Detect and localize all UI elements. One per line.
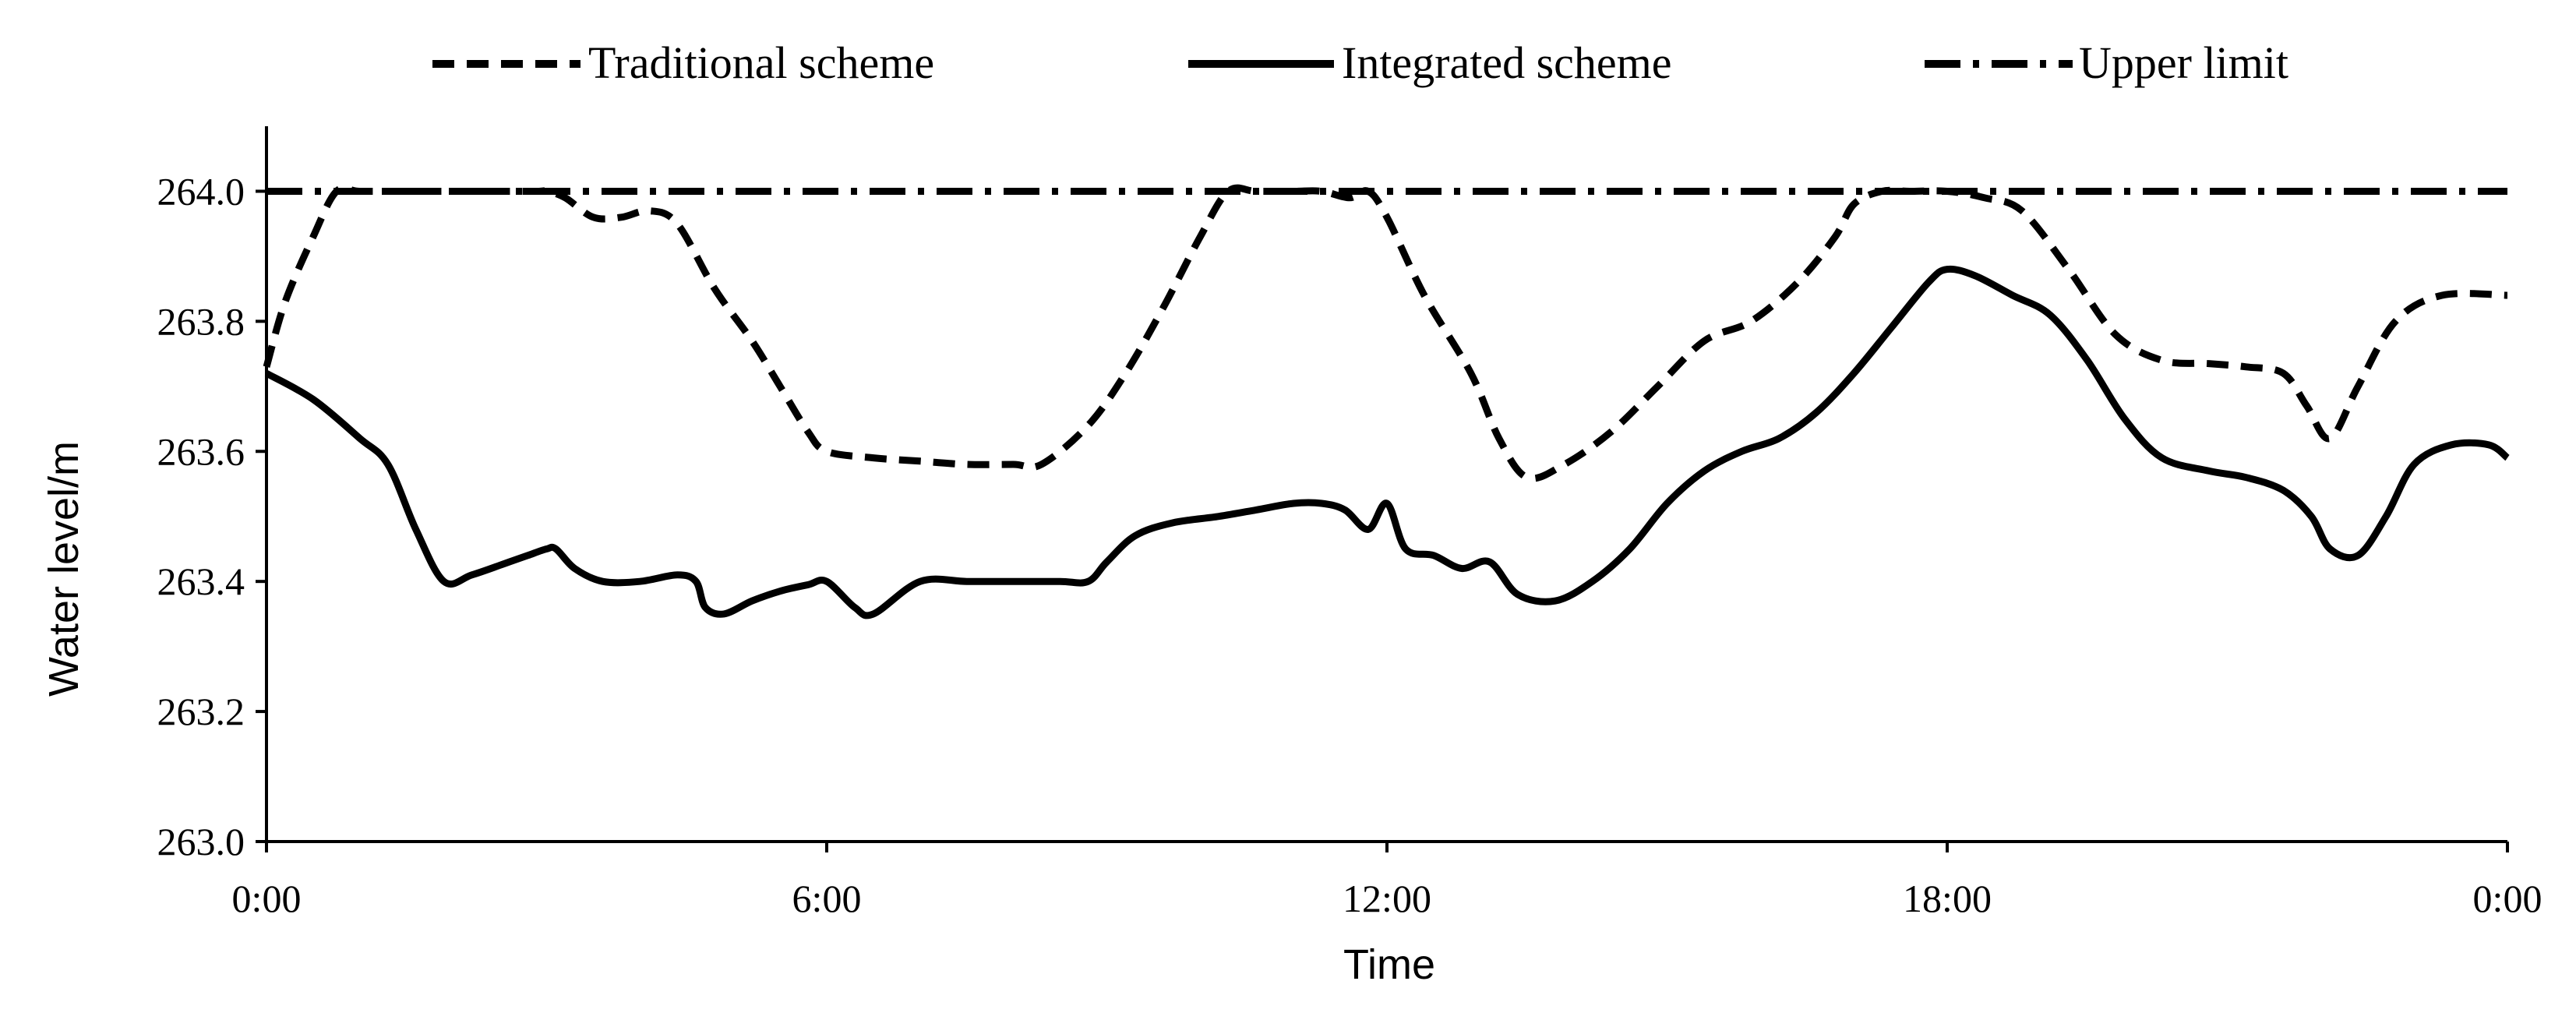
legend-label-upper-limit: Upper limit — [2079, 37, 2288, 88]
y-axis-ticks — [256, 189, 266, 843]
legend-label-traditional: Traditional scheme — [588, 37, 934, 88]
y-axis-tick-labels: 263.0 263.2 263.4 263.6 263.8 264.0 — [157, 169, 245, 863]
legend: Traditional scheme Integrated scheme Upp… — [432, 37, 2288, 88]
x-tick-label: 0:00 — [232, 877, 302, 920]
x-tick-label: 12:00 — [1343, 877, 1431, 920]
x-tick-label: 6:00 — [792, 877, 862, 920]
plot-area — [263, 184, 2510, 619]
y-tick-label: 263.4 — [157, 559, 245, 603]
y-tick-label: 263.2 — [157, 690, 245, 733]
legend-item-integrated: Integrated scheme — [1188, 37, 1672, 88]
x-axis-title: Time — [1343, 941, 1435, 988]
y-tick-label: 264.0 — [157, 169, 245, 213]
legend-item-upper-limit: Upper limit — [1925, 37, 2288, 88]
legend-label-integrated: Integrated scheme — [1342, 37, 1672, 88]
integrated-scheme-line — [264, 265, 2510, 619]
y-tick-label: 263.6 — [157, 429, 245, 473]
y-tick-label: 263.8 — [157, 299, 245, 343]
x-axis-tick-labels: 0:00 6:00 12:00 18:00 0:00 — [232, 877, 2542, 920]
x-axis-ticks — [265, 842, 2509, 852]
x-tick-label: 0:00 — [2473, 877, 2542, 920]
traditional-scheme-line — [263, 184, 2508, 482]
y-tick-label: 263.0 — [157, 820, 245, 863]
legend-item-traditional: Traditional scheme — [432, 37, 934, 88]
y-axis-title: Water level/m — [41, 441, 87, 697]
x-tick-label: 18:00 — [1903, 877, 1992, 920]
